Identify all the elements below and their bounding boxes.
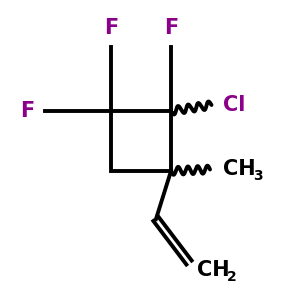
Text: CH: CH: [224, 160, 256, 179]
Text: F: F: [20, 101, 34, 121]
Text: 3: 3: [254, 169, 263, 183]
Text: F: F: [164, 17, 178, 38]
Text: F: F: [104, 17, 118, 38]
Text: CH: CH: [196, 260, 229, 280]
Text: Cl: Cl: [224, 95, 246, 115]
Text: 2: 2: [226, 270, 236, 283]
